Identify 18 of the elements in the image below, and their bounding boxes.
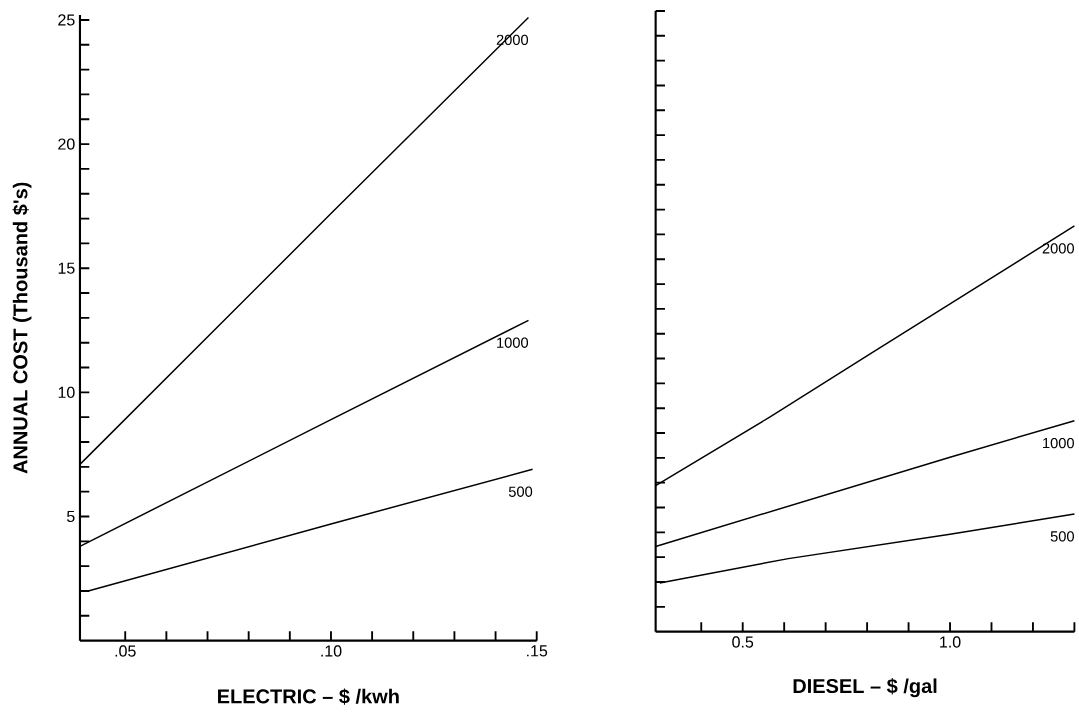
y-axis-title: ANNUAL COST (Thousand $'s) [12, 182, 32, 474]
y-tick-label: 10 [58, 386, 75, 399]
y-tick-label: 15 [58, 262, 75, 274]
series-label: 1000 [1043, 438, 1074, 449]
series-label: 1000 [497, 337, 529, 349]
x-tick-label: 0.5 [732, 636, 754, 648]
y-tick-label: 25 [58, 14, 75, 26]
y-tick-label: 5 [67, 511, 75, 523]
series-label: 500 [508, 486, 533, 498]
x-tick-label: .05 [115, 645, 136, 657]
x-tick-label: .15 [527, 645, 548, 657]
series-label: 500 [1050, 531, 1074, 542]
x-axis-title: DIESEL – $ /gal [793, 678, 937, 698]
y-tick-label: 20 [58, 138, 75, 150]
x-tick-label: 1.0 [940, 636, 961, 648]
x-axis-title: ELECTRIC – $ /kwh [218, 688, 399, 705]
series-label: 2000 [1042, 243, 1074, 254]
x-tick-label: .10 [321, 645, 342, 657]
